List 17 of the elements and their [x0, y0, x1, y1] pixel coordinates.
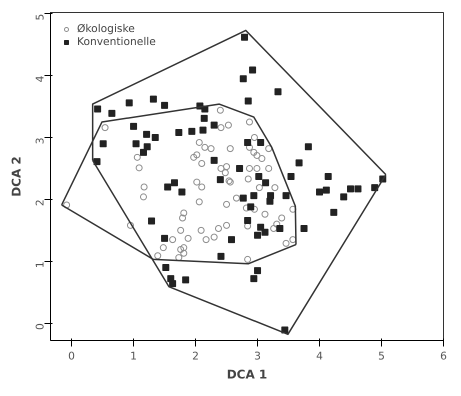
y-tick-label: 5: [34, 14, 46, 21]
x-axis-title: DCA 1: [226, 368, 268, 382]
x-tick-label: 6: [440, 350, 448, 362]
x-tick-label: 5: [378, 350, 385, 362]
y-tick-label: 3: [34, 138, 46, 144]
y-tick-label: 2: [34, 199, 46, 206]
legend-label: Økologiske: [77, 22, 135, 35]
x-tick-label: 4: [316, 350, 324, 362]
x-tick-label: 1: [130, 350, 137, 362]
legend-label: Konventionelle: [77, 35, 156, 48]
y-tick-label: 1: [34, 261, 46, 268]
x-tick-label: 2: [192, 350, 199, 362]
y-tick-label: 0: [34, 322, 46, 330]
y-tick-label: 4: [34, 75, 46, 82]
x-tick-label: 3: [254, 350, 261, 362]
y-axis-title: DCA 2: [10, 156, 24, 197]
x-tick-label: 0: [68, 350, 76, 362]
